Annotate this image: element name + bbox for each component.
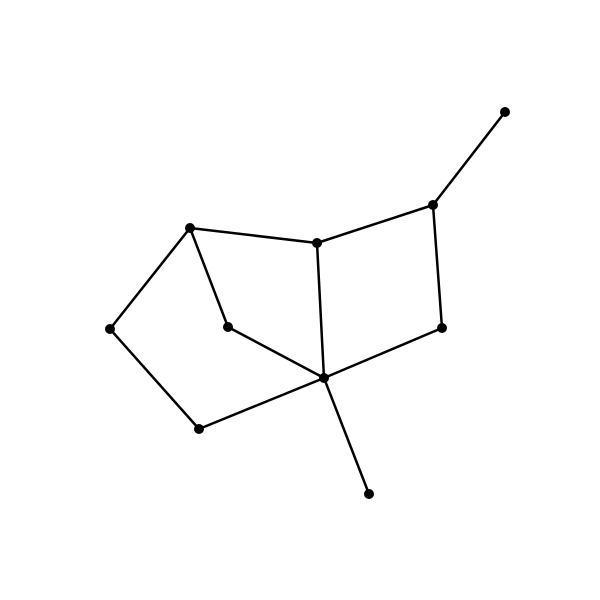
edge-n3-n5 xyxy=(324,328,442,378)
edge-n5-n8 xyxy=(324,378,369,494)
edge-n4-n5 xyxy=(317,243,324,378)
node-n1 xyxy=(500,107,510,117)
node-n8 xyxy=(364,489,374,499)
node-n7 xyxy=(223,322,233,332)
nodes-layer xyxy=(105,107,510,499)
edges-layer xyxy=(110,112,505,494)
edge-n10-n9 xyxy=(110,329,199,429)
node-n10 xyxy=(105,324,115,334)
node-n9 xyxy=(194,424,204,434)
edge-n2-n4 xyxy=(317,205,433,243)
edge-n1-n2 xyxy=(433,112,505,205)
edge-n9-n5 xyxy=(199,378,324,429)
edge-n6-n10 xyxy=(110,228,190,329)
node-n6 xyxy=(185,223,195,233)
node-n3 xyxy=(437,323,447,333)
node-n4 xyxy=(312,238,322,248)
edge-n2-n3 xyxy=(433,205,442,328)
node-n2 xyxy=(428,200,438,210)
edge-n7-n5 xyxy=(228,327,324,378)
edge-n6-n7 xyxy=(190,228,228,327)
node-n5 xyxy=(319,373,329,383)
edge-n4-n6 xyxy=(190,228,317,243)
